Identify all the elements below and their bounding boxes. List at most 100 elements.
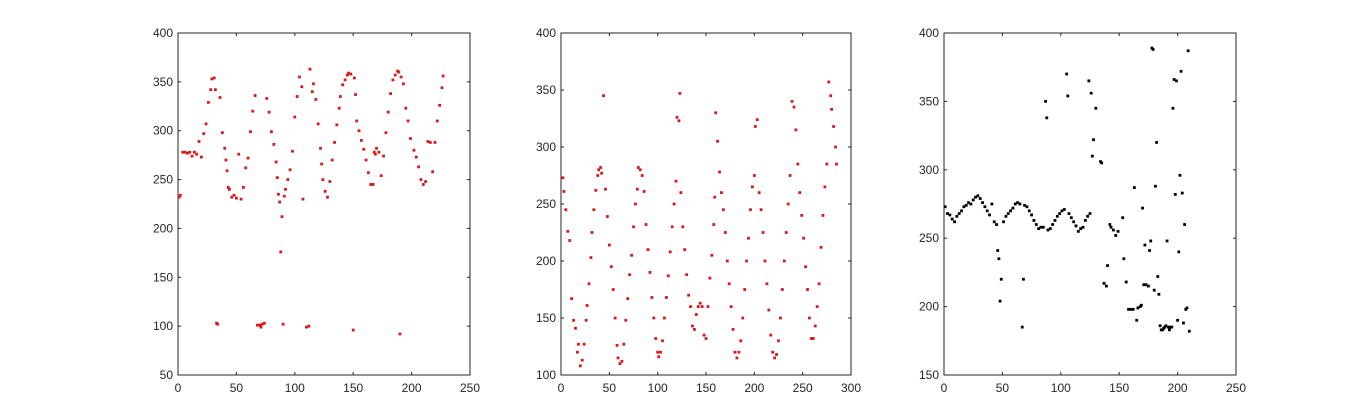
data-point	[1051, 223, 1055, 226]
data-point	[765, 282, 769, 286]
data-point	[1027, 209, 1031, 213]
data-point	[1178, 173, 1182, 177]
data-point	[729, 305, 733, 308]
data-point	[183, 150, 187, 154]
data-point	[723, 231, 727, 234]
data-point	[722, 208, 725, 212]
y-tick-label: 200	[919, 300, 939, 314]
data-point	[345, 73, 349, 77]
data-point	[398, 332, 402, 336]
data-point	[1141, 206, 1144, 210]
data-point	[809, 337, 813, 340]
data-point	[1055, 214, 1059, 218]
data-point	[1045, 116, 1049, 120]
data-point	[664, 296, 668, 299]
data-point	[371, 183, 375, 186]
data-point	[761, 231, 765, 234]
y-tick-label: 300	[536, 140, 556, 154]
data-point	[577, 342, 580, 346]
data-point	[578, 364, 582, 368]
data-point	[409, 137, 412, 140]
data-point	[335, 123, 339, 127]
data-point	[731, 328, 735, 331]
data-point	[337, 106, 341, 110]
y-tick-label: 250	[919, 231, 939, 245]
data-point	[1081, 225, 1085, 229]
data-point	[755, 118, 759, 122]
data-point	[188, 150, 192, 154]
data-point	[440, 86, 444, 90]
data-point	[596, 174, 600, 177]
axes-box	[560, 32, 852, 376]
data-point	[733, 350, 737, 354]
data-point	[1142, 283, 1146, 287]
data-point	[985, 209, 989, 213]
data-point	[232, 193, 236, 197]
data-point	[384, 131, 388, 135]
data-point	[981, 201, 984, 205]
data-point	[967, 201, 970, 205]
data-point	[713, 195, 717, 199]
data-point	[351, 328, 355, 332]
data-point	[813, 324, 817, 328]
data-point	[1180, 191, 1184, 195]
data-point	[212, 76, 216, 80]
data-point	[804, 265, 807, 269]
data-point	[1132, 186, 1136, 189]
data-point	[599, 166, 603, 169]
data-point	[263, 321, 266, 325]
plot-2: 0 50 100 150 200 250 300 100 150 200 250 300 350 400	[536, 26, 861, 395]
data-point	[197, 140, 201, 143]
data-point	[574, 326, 577, 330]
data-point	[976, 194, 980, 198]
data-point	[375, 146, 378, 150]
data-point	[347, 71, 350, 75]
data-point	[609, 265, 613, 269]
x-tick-label: 200	[744, 381, 764, 395]
data-point	[1147, 284, 1150, 288]
data-point	[644, 223, 648, 226]
data-point	[834, 145, 837, 149]
y-tick-label: 350	[919, 94, 939, 108]
data-point	[670, 225, 674, 229]
data-point	[253, 94, 257, 97]
data-point	[1164, 324, 1168, 328]
data-point	[185, 151, 189, 155]
data-point	[314, 98, 318, 101]
data-point	[704, 337, 708, 340]
y-tick-label: 400	[919, 26, 939, 40]
data-point	[1025, 205, 1029, 209]
data-point	[576, 350, 579, 354]
data-point	[779, 316, 782, 320]
data-point	[606, 215, 609, 218]
data-point	[1060, 209, 1064, 213]
data-point	[369, 183, 373, 186]
data-point	[282, 194, 286, 198]
data-point	[615, 343, 619, 347]
y-tick-label: 250	[536, 197, 556, 211]
data-point	[823, 185, 827, 189]
data-point	[698, 301, 702, 305]
data-point	[291, 149, 294, 153]
x-tick-label: 50	[230, 381, 244, 395]
data-point	[777, 339, 780, 343]
y-tick-label: 300	[153, 124, 173, 138]
data-point	[301, 197, 305, 201]
data-point	[689, 305, 692, 308]
data-point	[438, 103, 442, 107]
data-point	[1144, 283, 1148, 287]
data-point	[178, 193, 182, 197]
data-point	[421, 183, 425, 186]
data-point	[960, 209, 963, 213]
data-point	[1151, 48, 1155, 51]
data-point	[687, 293, 690, 297]
data-point	[1173, 193, 1177, 196]
x-tick-label: 150	[1109, 381, 1129, 395]
data-point	[788, 174, 792, 177]
data-point	[1139, 303, 1143, 307]
data-point	[382, 154, 385, 158]
data-point	[213, 88, 217, 92]
data-point	[210, 77, 214, 81]
data-point	[626, 297, 630, 301]
